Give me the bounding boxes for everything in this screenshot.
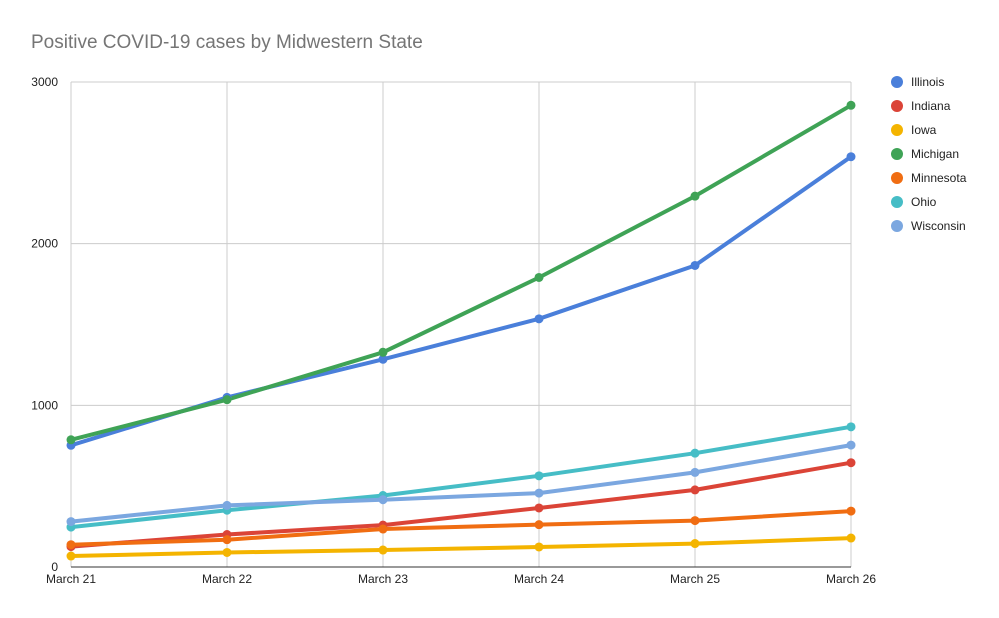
data-point-iowa bbox=[222, 547, 232, 557]
series-line-minnesota bbox=[69, 509, 853, 547]
data-point-minnesota bbox=[378, 524, 388, 534]
series-line-wisconsin bbox=[69, 443, 853, 524]
series-line-iowa bbox=[69, 536, 853, 558]
y-tick-label: 0 bbox=[51, 560, 58, 574]
series-lines bbox=[69, 103, 853, 558]
data-point-minnesota bbox=[222, 535, 232, 545]
legend-marker-illinois bbox=[891, 76, 903, 88]
data-point-minnesota bbox=[66, 540, 76, 550]
data-point-wisconsin bbox=[66, 517, 76, 527]
x-tick-label: March 24 bbox=[514, 572, 564, 586]
data-point-iowa bbox=[846, 533, 856, 543]
data-point-minnesota bbox=[690, 516, 700, 526]
data-point-indiana bbox=[534, 503, 544, 513]
legend-marker-michigan bbox=[891, 148, 903, 160]
data-point-minnesota bbox=[534, 520, 544, 530]
series-line-illinois bbox=[69, 154, 853, 448]
legend-marker-ohio bbox=[891, 196, 903, 208]
x-tick-label: March 22 bbox=[202, 572, 252, 586]
legend-marker-iowa bbox=[891, 124, 903, 136]
chart-title: Positive COVID-19 cases by Midwestern St… bbox=[31, 32, 423, 53]
data-point-ohio bbox=[846, 422, 856, 432]
legend-label-minnesota: Minnesota bbox=[911, 171, 967, 185]
data-point-wisconsin bbox=[846, 440, 856, 450]
x-tick-label: March 23 bbox=[358, 572, 408, 586]
series-points bbox=[66, 100, 856, 561]
x-tick-label: March 21 bbox=[46, 572, 96, 586]
data-point-iowa bbox=[534, 542, 544, 552]
data-point-indiana bbox=[846, 458, 856, 468]
data-point-wisconsin bbox=[222, 500, 232, 510]
data-point-illinois bbox=[534, 314, 544, 324]
data-point-illinois bbox=[846, 152, 856, 162]
data-point-wisconsin bbox=[378, 495, 388, 505]
data-point-michigan bbox=[378, 347, 388, 357]
data-point-michigan bbox=[222, 395, 232, 405]
legend-label-ohio: Ohio bbox=[911, 195, 937, 209]
data-point-michigan bbox=[66, 435, 76, 445]
legend-label-indiana: Indiana bbox=[911, 99, 951, 113]
data-point-michigan bbox=[846, 100, 856, 110]
x-tick-label: March 25 bbox=[670, 572, 720, 586]
series-line-michigan bbox=[69, 103, 853, 442]
grid-lines bbox=[70, 81, 852, 567]
data-point-wisconsin bbox=[534, 488, 544, 498]
data-point-illinois bbox=[690, 260, 700, 270]
legend-label-michigan: Michigan bbox=[911, 147, 959, 161]
legend-label-iowa: Iowa bbox=[911, 123, 937, 137]
data-point-iowa bbox=[66, 551, 76, 561]
x-axis-ticks: March 21 March 22 March 23 March 24 March 25… bbox=[46, 572, 876, 586]
legend: Illinois Indiana Iowa Michigan Minnesota Ohio… bbox=[891, 75, 967, 233]
legend-marker-wisconsin bbox=[891, 220, 903, 232]
data-point-indiana bbox=[690, 485, 700, 495]
y-tick-label: 2000 bbox=[31, 237, 58, 251]
data-point-minnesota bbox=[846, 506, 856, 516]
legend-marker-minnesota bbox=[891, 172, 903, 184]
data-point-michigan bbox=[534, 272, 544, 282]
y-tick-label: 1000 bbox=[31, 398, 58, 412]
data-point-wisconsin bbox=[690, 467, 700, 477]
legend-label-illinois: Illinois bbox=[911, 75, 944, 89]
x-tick-label: March 26 bbox=[826, 572, 876, 586]
legend-marker-indiana bbox=[891, 100, 903, 112]
data-point-ohio bbox=[534, 471, 544, 481]
data-point-iowa bbox=[378, 545, 388, 555]
y-axis-ticks: 0 1000 2000 3000 bbox=[31, 75, 58, 574]
data-point-iowa bbox=[690, 539, 700, 549]
y-tick-label: 3000 bbox=[31, 75, 58, 89]
data-point-michigan bbox=[690, 191, 700, 201]
series-line-ohio bbox=[69, 424, 853, 530]
data-point-ohio bbox=[690, 448, 700, 458]
legend-label-wisconsin: Wisconsin bbox=[911, 219, 966, 233]
series-line-indiana bbox=[69, 460, 853, 549]
data-point-illinois bbox=[378, 354, 388, 364]
